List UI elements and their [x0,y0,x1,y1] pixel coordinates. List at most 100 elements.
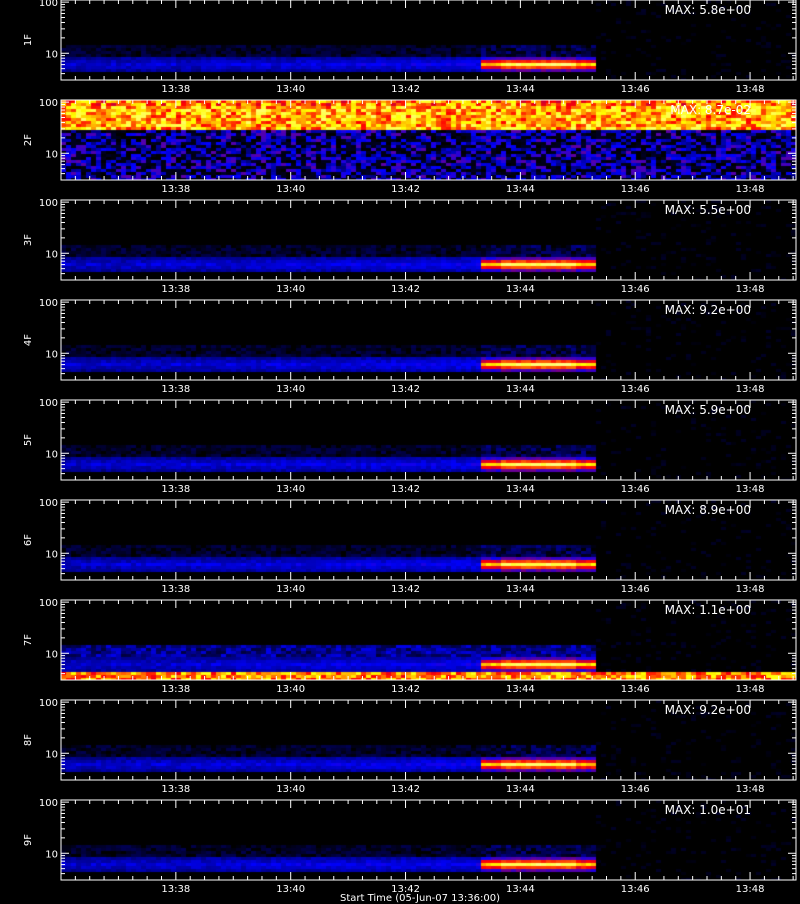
x-tick-label: 13:42 [391,284,420,295]
panel-label: 8F [23,734,34,746]
y-tick-label: 100 [39,298,58,309]
plot-frame [60,699,797,781]
x-tick-label: 13:48 [736,884,765,895]
y-tick-label: 10 [45,149,58,160]
max-value-label: MAX: 5.8e+00 [665,3,751,17]
panel-9F: 100 10 13:38 13:40 13:42 13:44 13:46 13:48 9F MAX… [23,798,797,895]
plot-frame [60,99,797,181]
max-value-label: MAX: 8.9e+00 [665,503,751,517]
y-tick-label: 10 [45,549,58,560]
heatmap-image [61,400,796,480]
y-tick-label: 10 [45,349,58,360]
x-tick-label: 13:48 [736,284,765,295]
panel-label: 5F [23,434,34,446]
max-value-label: MAX: 9.2e+00 [665,303,751,317]
max-value-label: MAX: 5.5e+00 [665,203,751,217]
panel-6F: 100 10 13:38 13:40 13:42 13:44 13:46 13:48 6F MAX… [23,498,797,595]
panel-label: 2F [23,134,34,146]
x-tick-label: 13:38 [161,384,190,395]
plot-frame [60,599,797,681]
heatmap-image [61,800,796,880]
x-tick-label: 13:42 [391,384,420,395]
x-tick-label: 13:38 [161,884,190,895]
x-tick-label: 13:42 [391,584,420,595]
x-tick-label: 13:44 [506,684,535,695]
x-tick-label: 13:44 [506,484,535,495]
plot-frame [60,299,797,381]
x-tick-label: 13:40 [276,84,305,95]
x-tick-label: 13:40 [276,884,305,895]
x-tick-label: 13:40 [276,784,305,795]
panel-label: 7F [23,634,34,646]
x-tick-label: 13:38 [161,84,190,95]
y-tick-label: 100 [39,198,58,209]
panel-1F: 100 10 13:38 13:40 13:42 13:44 13:46 13:48 1F MAX… [23,0,797,95]
x-tick-label: 13:44 [506,284,535,295]
max-value-label: MAX: 1.1e+00 [665,603,751,617]
x-tick-label: 13:40 [276,184,305,195]
panel-7F: 100 10 13:38 13:40 13:42 13:44 13:46 13:48 7F MAX… [23,598,797,695]
x-tick-label: 13:48 [736,84,765,95]
x-tick-label: 13:46 [621,384,650,395]
x-tick-label: 13:40 [276,684,305,695]
x-tick-label: 13:42 [391,184,420,195]
x-tick-label: 13:38 [161,684,190,695]
y-tick-label: 100 [39,98,58,109]
x-tick-label: 13:38 [161,584,190,595]
x-tick-label: 13:46 [621,184,650,195]
panel-8F: 100 10 13:38 13:40 13:42 13:44 13:46 13:48 8F MAX… [23,698,797,795]
x-tick-label: 13:46 [621,484,650,495]
x-tick-label: 13:46 [621,584,650,595]
panel-label: 1F [23,34,34,46]
y-tick-label: 100 [39,798,58,809]
x-tick-label: 13:48 [736,184,765,195]
y-tick-label: 100 [39,598,58,609]
y-tick-label: 100 [39,398,58,409]
plot-frame [60,199,797,281]
panel-4F: 100 10 13:38 13:40 13:42 13:44 13:46 13:48 4F MAX… [23,298,797,395]
panel-5F: 100 10 13:38 13:40 13:42 13:44 13:46 13:48 5F MAX… [23,398,797,495]
panel-label: 9F [23,834,34,846]
max-value-label: MAX: 8.7e-02 [670,103,751,117]
x-tick-label: 13:48 [736,784,765,795]
x-tick-label: 13:38 [161,784,190,795]
x-tick-label: 13:46 [621,884,650,895]
x-tick-label: 13:48 [736,684,765,695]
y-tick-label: 100 [39,698,58,709]
y-tick-label: 10 [45,249,58,260]
heatmap-image [61,200,796,280]
heatmap-image [61,600,796,680]
x-tick-label: 13:44 [506,384,535,395]
panel-2F: 100 10 13:38 13:40 13:42 13:44 13:46 13:48 2F MAX… [23,98,797,195]
y-tick-label: 10 [45,449,58,460]
heatmap-image [61,700,796,780]
x-tick-label: 13:38 [161,484,190,495]
x-tick-label: 13:44 [506,784,535,795]
max-value-label: MAX: 5.9e+00 [665,403,751,417]
plot-frame [60,0,797,81]
x-tick-label: 13:48 [736,584,765,595]
x-tick-label: 13:42 [391,884,420,895]
x-tick-label: 13:48 [736,484,765,495]
y-tick-label: 100 [39,498,58,509]
y-tick-label: 10 [45,849,58,860]
x-tick-label: 13:40 [276,384,305,395]
x-tick-label: 13:42 [391,784,420,795]
x-tick-label: 13:46 [621,84,650,95]
max-value-label: MAX: 9.2e+00 [665,703,751,717]
x-tick-label: 13:44 [506,84,535,95]
y-tick-label: 10 [45,749,58,760]
y-tick-label: 10 [45,649,58,660]
heatmap-image [61,0,796,80]
x-axis-title: Start Time (05-Jun-07 13:36:00) [340,893,500,904]
heatmap-image [61,100,796,180]
x-tick-label: 13:44 [506,884,535,895]
x-tick-label: 13:44 [506,184,535,195]
x-tick-label: 13:42 [391,84,420,95]
y-tick-label: 10 [45,49,58,60]
x-tick-label: 13:40 [276,584,305,595]
x-tick-label: 13:44 [506,584,535,595]
x-tick-label: 13:46 [621,784,650,795]
x-tick-label: 13:42 [391,684,420,695]
